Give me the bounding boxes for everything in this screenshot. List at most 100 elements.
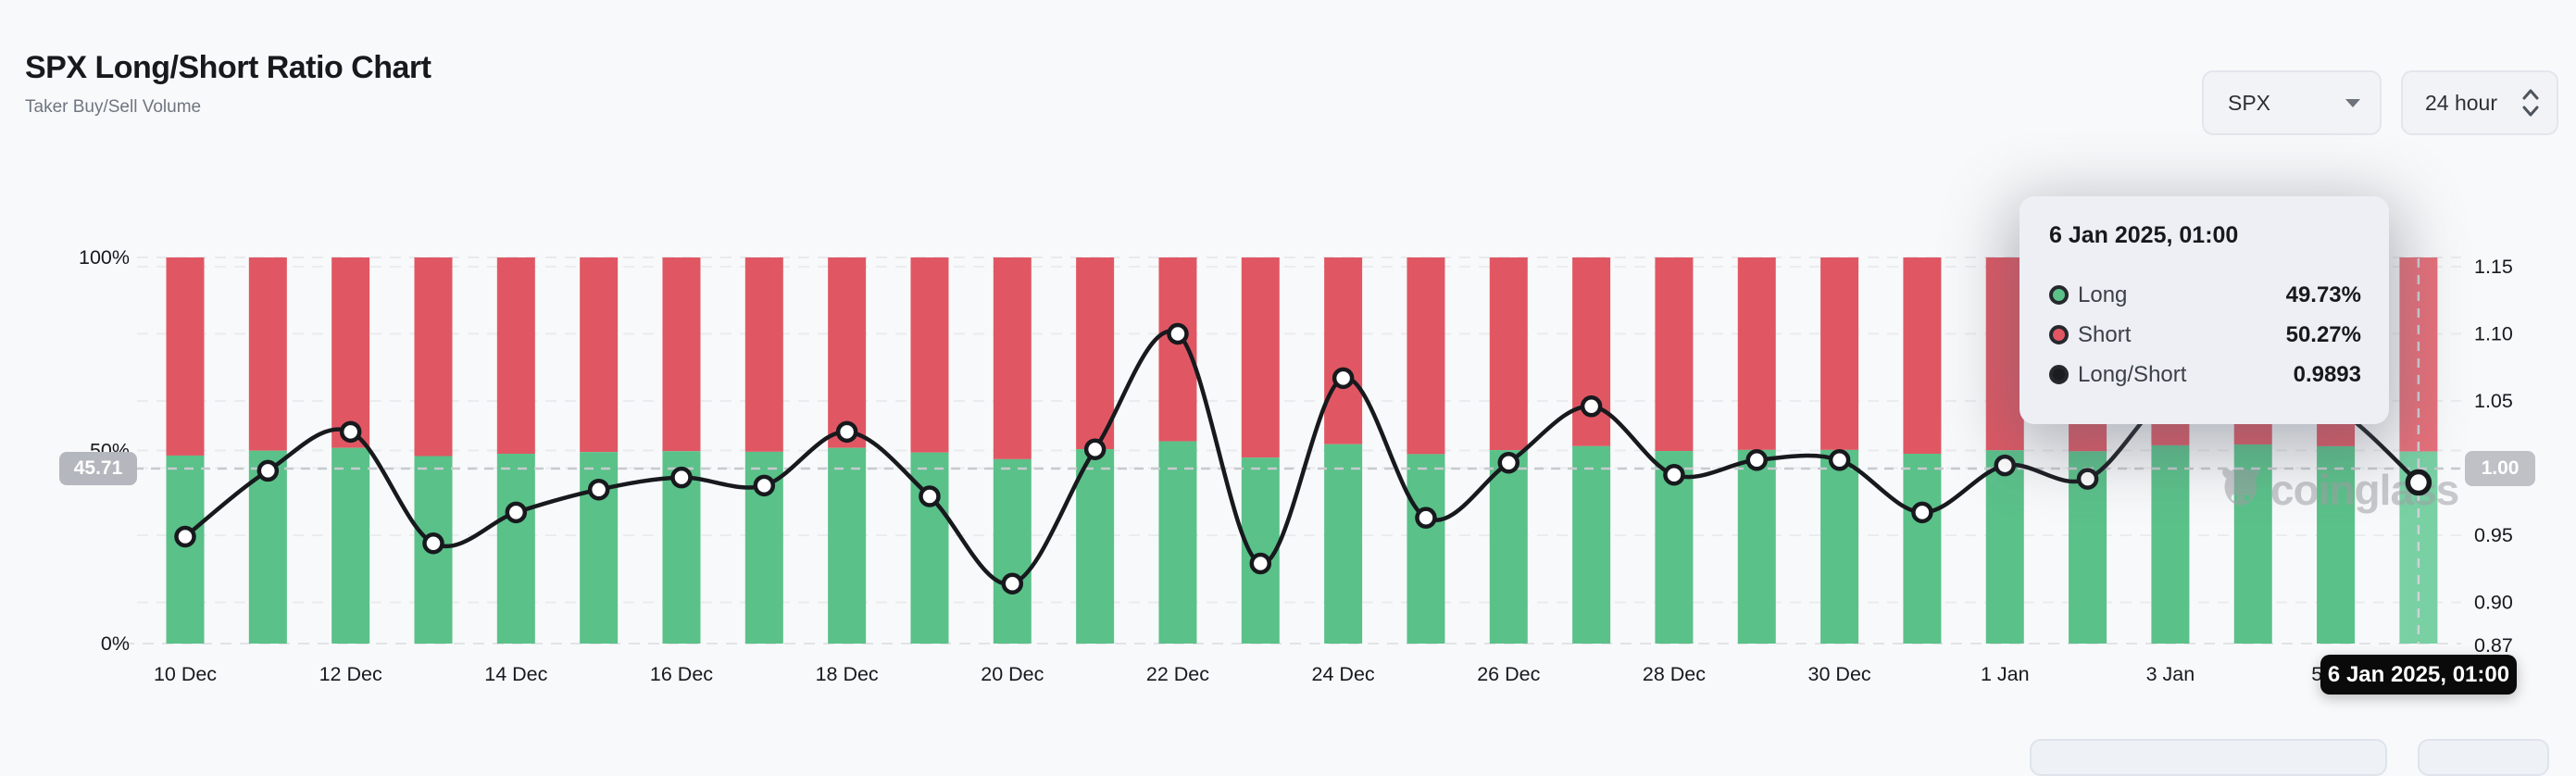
short-bar-segment[interactable] <box>1158 257 1197 442</box>
bottom-panel-stub[interactable] <box>2418 739 2549 776</box>
line-marker[interactable] <box>1415 507 1437 529</box>
line-marker[interactable] <box>256 459 280 482</box>
line-marker[interactable] <box>1332 367 1355 390</box>
line-marker[interactable] <box>2076 468 2099 490</box>
long-bar-segment[interactable] <box>1076 449 1115 644</box>
svg-text:0.90: 0.90 <box>2474 592 2513 614</box>
page-title: SPX Long/Short Ratio Chart <box>25 50 431 85</box>
long-bar-segment[interactable] <box>496 454 535 644</box>
long-bar-segment[interactable] <box>1985 450 2024 644</box>
line-marker[interactable] <box>1083 438 1107 460</box>
short-bar-segment[interactable] <box>1737 257 1776 450</box>
chart-tooltip: 6 Jan 2025, 01:00 Long 49.73% Short 50.27% L… <box>2020 196 2389 424</box>
long-bar-segment[interactable] <box>166 455 205 644</box>
bottom-panel-stub[interactable] <box>2030 739 2387 776</box>
short-bar-segment[interactable] <box>1572 257 1611 446</box>
line-marker[interactable] <box>1828 449 1851 471</box>
line-marker[interactable] <box>422 532 444 555</box>
short-bar-segment[interactable] <box>414 257 453 457</box>
tooltip-series-label: Short <box>2078 321 2132 347</box>
long-bar-segment[interactable] <box>1324 444 1363 644</box>
short-bar-segment[interactable] <box>1241 257 1280 458</box>
symbol-dropdown[interactable]: SPX <box>2202 70 2382 135</box>
svg-text:28 Dec: 28 Dec <box>1643 663 1706 685</box>
svg-text:24 Dec: 24 Dec <box>1312 663 1375 685</box>
short-bar-segment[interactable] <box>580 257 619 453</box>
short-bar-segment[interactable] <box>1324 257 1363 444</box>
svg-text:1.05: 1.05 <box>2474 390 2513 412</box>
line-marker[interactable] <box>1911 501 1933 524</box>
short-bar-segment[interactable] <box>1985 257 2024 451</box>
long-bar-segment[interactable] <box>1903 454 1942 644</box>
svg-text:0.95: 0.95 <box>2474 524 2513 546</box>
long-short-ratio-chart[interactable]: coinglass 100%50%0% 1.15 1.10 1.05 1.00 0.95 0.… <box>0 0 2576 746</box>
line-marker[interactable] <box>339 420 362 444</box>
long-bar-segment[interactable] <box>1820 449 1859 644</box>
series-dot-icon <box>2049 285 2069 305</box>
line-marker[interactable] <box>1745 449 1769 471</box>
short-bar-segment[interactable] <box>662 257 701 452</box>
long-bar-segment[interactable] <box>2151 444 2190 644</box>
line-marker[interactable] <box>835 420 858 444</box>
hovered-line-marker[interactable] <box>2405 469 2432 496</box>
short-bar-segment[interactable] <box>828 257 867 448</box>
long-bar-segment[interactable] <box>1489 450 1528 644</box>
line-marker[interactable] <box>1001 572 1024 595</box>
short-bar-segment[interactable] <box>1655 257 1694 452</box>
short-bar-segment[interactable] <box>1407 257 1445 455</box>
short-bar-segment[interactable] <box>1076 257 1115 450</box>
line-marker[interactable] <box>1994 454 2017 477</box>
svg-text:30 Dec: 30 Dec <box>1808 663 1871 685</box>
long-bar-segment[interactable] <box>1407 454 1445 644</box>
short-bar-segment[interactable] <box>744 257 783 452</box>
line-marker[interactable] <box>174 525 196 548</box>
crosshair-right-axis-badge: 1.00 <box>2465 451 2535 486</box>
svg-text:10 Dec: 10 Dec <box>154 663 217 685</box>
svg-text:20 Dec: 20 Dec <box>981 663 1044 685</box>
short-bar-segment[interactable] <box>496 257 535 455</box>
x-axis-labels: 10 Dec 12 Dec 14 Dec 16 Dec 18 Dec 20 Dec 22 D… <box>154 663 2360 685</box>
symbol-dropdown-value: SPX <box>2228 90 2271 115</box>
page-subtitle: Taker Buy/Sell Volume <box>25 97 202 117</box>
line-marker[interactable] <box>587 478 610 501</box>
line-marker[interactable] <box>753 474 776 497</box>
short-bar-segment[interactable] <box>910 257 949 453</box>
line-marker[interactable] <box>1497 451 1520 474</box>
coinglass-bull-icon <box>2222 467 2259 506</box>
long-bar-segment[interactable] <box>993 458 1032 644</box>
svg-text:12 Dec: 12 Dec <box>319 663 382 685</box>
long-bar-segment[interactable] <box>248 450 287 644</box>
long-bar-segment[interactable] <box>828 447 867 644</box>
short-bar-segment[interactable] <box>331 257 370 448</box>
long-bar-segment[interactable] <box>2317 445 2356 644</box>
tooltip-row: Short 50.27% <box>2049 315 2361 355</box>
svg-text:coinglass: coinglass <box>2270 466 2458 514</box>
svg-text:1.15: 1.15 <box>2474 256 2513 278</box>
short-bar-segment[interactable] <box>1489 257 1528 451</box>
short-bar-segment[interactable] <box>993 257 1032 459</box>
line-marker[interactable] <box>919 485 941 507</box>
chart-header: SPX Long/Short Ratio Chart Taker Buy/Sel… <box>25 50 431 118</box>
long-bar-segment[interactable] <box>1158 441 1197 644</box>
line-marker[interactable] <box>505 501 528 524</box>
chevron-up-down-icon <box>2522 89 2539 117</box>
svg-text:1.10: 1.10 <box>2474 323 2513 345</box>
short-bar-segment[interactable] <box>2399 257 2438 452</box>
short-bar-segment[interactable] <box>1820 257 1859 450</box>
line-marker[interactable] <box>670 466 693 489</box>
tooltip-rows: Long 49.73% Short 50.27% Long/Short 0.9893 <box>2049 275 2361 394</box>
interval-dropdown[interactable]: 24 hour <box>2401 70 2558 135</box>
svg-text:16 Dec: 16 Dec <box>650 663 713 685</box>
line-marker[interactable] <box>1249 552 1272 575</box>
long-bar-segment[interactable] <box>1737 449 1776 644</box>
long-bar-segment[interactable] <box>331 447 370 644</box>
line-marker[interactable] <box>1580 395 1603 418</box>
series-dot-icon <box>2049 365 2069 384</box>
long-bar-segment[interactable] <box>1572 445 1611 644</box>
short-bar-segment[interactable] <box>1903 257 1942 455</box>
long-short-ratio-line <box>183 329 2420 586</box>
short-bar-segment[interactable] <box>166 257 205 456</box>
short-bar-segment[interactable] <box>248 257 287 451</box>
line-marker[interactable] <box>1663 464 1685 486</box>
line-marker[interactable] <box>1167 322 1189 345</box>
